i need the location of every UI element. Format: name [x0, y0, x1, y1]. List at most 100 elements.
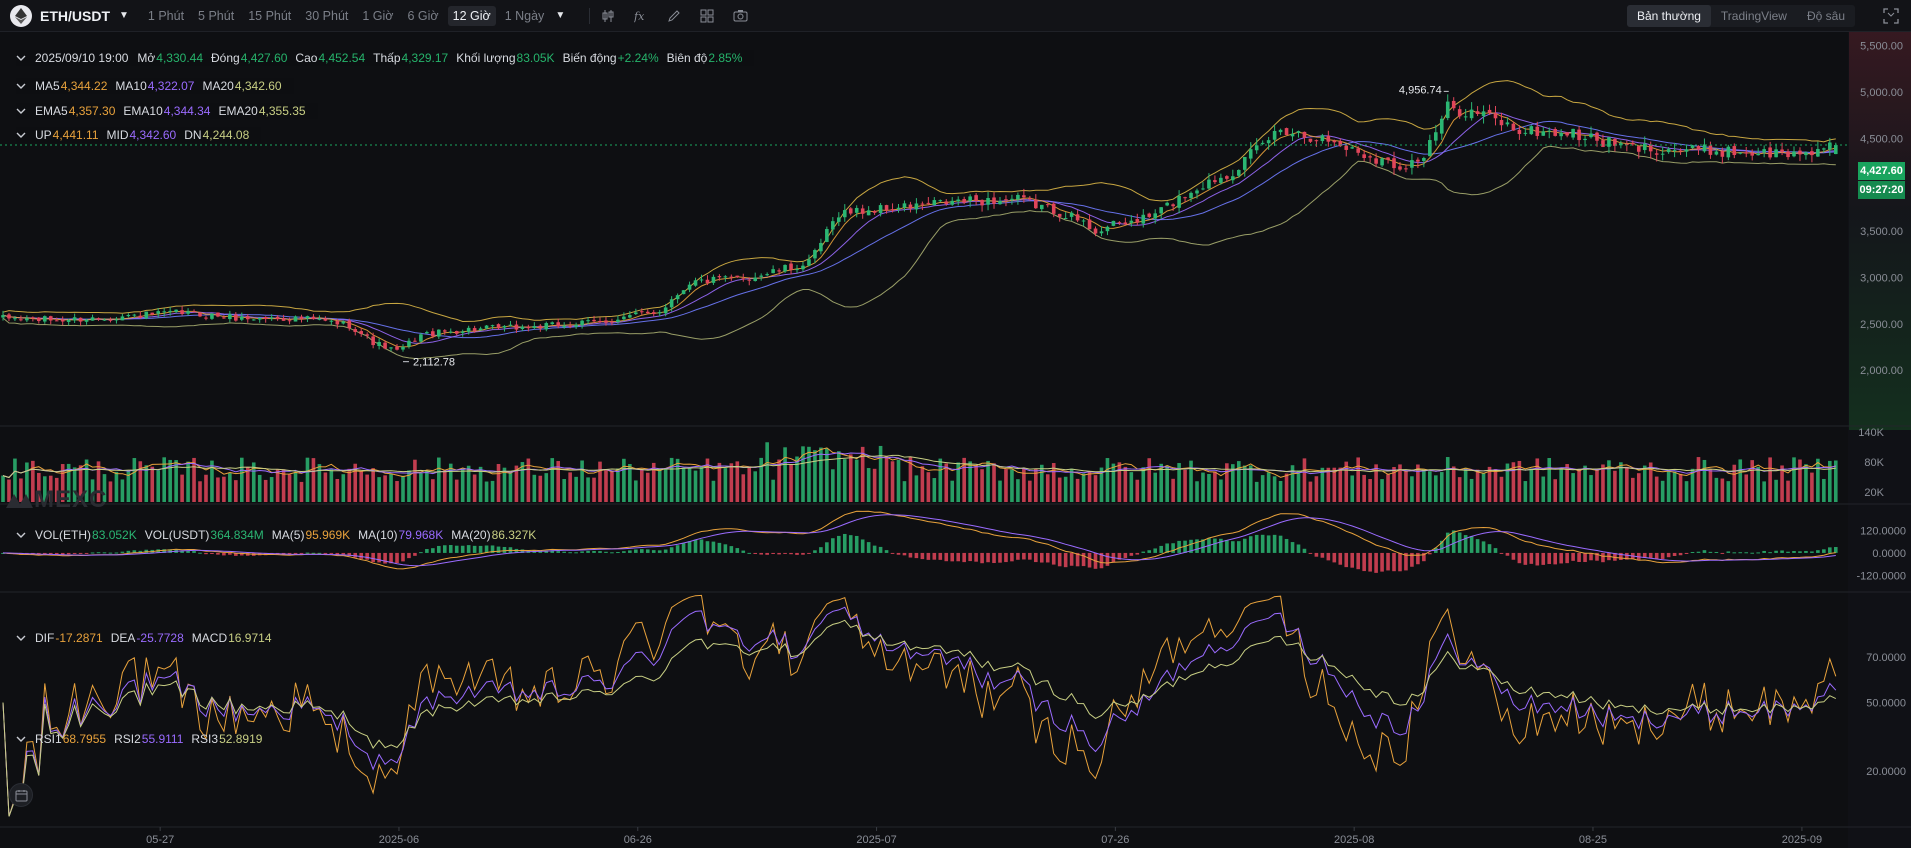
macd-histogram-bar: [884, 550, 889, 553]
vol-eth-value: 83.052K: [92, 528, 137, 542]
volume-bar: [992, 463, 996, 502]
candlestick-chart[interactable]: 5,500.005,000.004,500.004,000.003,500.00…: [0, 32, 1911, 848]
fullscreen-icon[interactable]: [1883, 8, 1899, 24]
volume-bar: [1499, 476, 1504, 502]
volume-bar: [383, 475, 387, 502]
high-value: 4,452.54: [318, 51, 366, 65]
candle-body: [1069, 212, 1074, 217]
symbol-selector[interactable]: ETH/USDT ▼: [0, 0, 129, 32]
interval-12h[interactable]: 12 Giờ: [447, 5, 496, 26]
macd-histogram-bar: [1714, 551, 1719, 553]
candle-body: [1392, 158, 1396, 169]
chevron-down-icon[interactable]: [16, 530, 26, 540]
macd-histogram-bar: [1726, 551, 1731, 553]
chevron-down-icon[interactable]: [16, 81, 26, 91]
draw-icon[interactable]: [666, 8, 682, 24]
macd-histogram-bar: [96, 552, 101, 554]
rsi1-label: RSI1: [35, 732, 62, 746]
volume-bar: [359, 471, 363, 502]
high-label: Cao: [295, 51, 318, 65]
macd-histogram-bar: [1798, 551, 1802, 553]
candle-body: [1362, 154, 1366, 158]
macd-histogram-bar: [442, 545, 447, 553]
volume-bar: [1153, 472, 1158, 502]
macd-histogram-bar: [1648, 552, 1653, 559]
calendar-icon[interactable]: [9, 783, 33, 807]
interval-30m[interactable]: 30 Phút: [305, 8, 349, 23]
volume-bar: [1380, 479, 1384, 502]
interval-1m[interactable]: 1 Phút: [147, 8, 185, 23]
macd-histogram-bar: [645, 549, 650, 553]
macd-histogram-bar: [1344, 552, 1349, 568]
view-tradingview-button[interactable]: TradingView: [1720, 9, 1787, 23]
candle-body: [1577, 129, 1581, 141]
macd-histogram-bar: [735, 548, 740, 553]
layout-icon[interactable]: [699, 8, 715, 24]
candle-body: [1081, 220, 1086, 222]
candle-body: [1822, 148, 1826, 150]
interval-6h[interactable]: 6 Giờ: [407, 8, 439, 23]
chevron-down-icon[interactable]: ▼: [119, 10, 129, 21]
candle-body: [765, 274, 769, 276]
macd-histogram-bar: [592, 550, 596, 553]
view-depth-button[interactable]: Độ sâu: [1806, 9, 1845, 23]
macd-histogram-bar: [1296, 544, 1301, 553]
chevron-down-icon[interactable]: [16, 734, 26, 744]
macd-histogram-bar: [610, 552, 614, 554]
candle-body: [1278, 129, 1283, 133]
macd-histogram-bar: [407, 552, 411, 559]
macd-histogram-bar: [1422, 552, 1426, 562]
volume-bar: [1463, 467, 1468, 502]
macd-histogram-bar: [1720, 552, 1725, 554]
indicator-icon[interactable]: fx: [633, 8, 649, 24]
interval-5m[interactable]: 5 Phút: [198, 8, 235, 23]
candle-body: [1750, 152, 1755, 156]
candle-body: [1571, 128, 1575, 138]
macd-histogram-bar: [60, 552, 65, 555]
interval-1d[interactable]: 1 Ngày: [504, 8, 545, 23]
candle-body: [132, 314, 137, 316]
macd-histogram-bar: [126, 550, 131, 553]
macd-histogram-bar: [192, 551, 196, 553]
close-label: Đóng: [211, 51, 240, 65]
volume-bar: [1386, 474, 1390, 502]
volume-bar: [663, 468, 668, 502]
interval-15m[interactable]: 15 Phút: [248, 8, 292, 23]
ema-legend: EMA5 4,357.30 EMA10 4,344.34 EMA20 4,355…: [16, 103, 318, 119]
interval-more-chevron-icon[interactable]: ▼: [555, 10, 566, 21]
volume-bar: [144, 465, 149, 502]
candle-body: [974, 195, 978, 201]
candle-body: [508, 324, 513, 326]
volume-bar: [1457, 477, 1462, 502]
macd-histogram-bar: [1619, 552, 1623, 561]
vol-ma10-label: MA(10): [358, 528, 398, 542]
candle-body: [1439, 118, 1444, 134]
chevron-down-icon[interactable]: [16, 106, 26, 116]
candle-body: [293, 316, 298, 322]
view-basic-button[interactable]: Bản thường: [1626, 5, 1711, 27]
chevron-down-icon[interactable]: [16, 633, 26, 643]
volume-bar: [168, 459, 172, 502]
chevron-down-icon[interactable]: [16, 53, 26, 63]
candle-body: [1535, 126, 1540, 136]
volume-bar: [222, 476, 226, 502]
candle-body: [66, 319, 71, 322]
volume-bar: [1631, 477, 1635, 502]
camera-icon[interactable]: [732, 8, 748, 24]
volume-bar: [437, 457, 441, 502]
volume-bar: [729, 463, 734, 502]
macd-histogram-bar: [1828, 547, 1832, 553]
macd-histogram-bar: [317, 552, 322, 554]
volume-bar: [1422, 469, 1426, 502]
macd-histogram-bar: [669, 547, 674, 553]
volume-bar: [72, 467, 77, 502]
interval-1h[interactable]: 1 Giờ: [362, 8, 394, 23]
candle-body: [1374, 158, 1378, 164]
macd-histogram-bar: [1260, 534, 1265, 553]
candle-body: [1828, 142, 1832, 150]
volume-bar: [1451, 466, 1456, 502]
volume-bar: [1374, 464, 1378, 502]
chevron-down-icon[interactable]: [16, 130, 26, 140]
candle-type-icon[interactable]: [600, 8, 616, 24]
macd-histogram-bar: [842, 533, 847, 553]
